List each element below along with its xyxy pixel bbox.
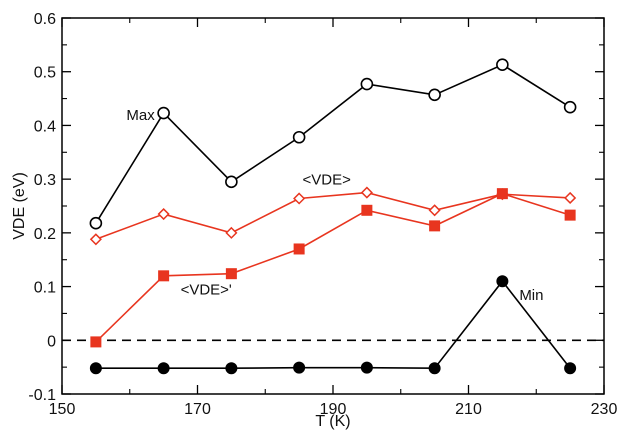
data-point-avg — [226, 228, 236, 238]
data-point-max — [226, 176, 237, 187]
series-line-max — [96, 65, 570, 223]
y-tick-label: 0 — [47, 333, 56, 350]
series-line-min — [96, 281, 570, 368]
data-point-min — [429, 363, 440, 374]
y-axis-label: VDE (eV) — [11, 172, 28, 240]
x-tick-label: 230 — [591, 401, 618, 418]
data-point-avg — [430, 205, 440, 215]
data-point-avg — [565, 193, 575, 203]
y-tick-label: 0.6 — [34, 11, 56, 28]
y-tick-label: 0.2 — [34, 226, 56, 243]
y-tick-label: 0.4 — [34, 118, 56, 135]
data-point-avgp — [294, 244, 304, 254]
x-axis-label: T (K) — [315, 413, 350, 430]
data-point-min — [226, 363, 237, 374]
data-point-avgp — [565, 210, 575, 220]
data-point-max — [565, 102, 576, 113]
series-label-avgp: <VDE>' — [181, 282, 232, 299]
data-point-avg — [294, 193, 304, 203]
data-point-avgp — [497, 189, 507, 199]
data-point-avgp — [226, 269, 236, 279]
plot-frame — [62, 18, 604, 394]
data-point-min — [361, 362, 372, 373]
series-label-avg: <VDE> — [303, 172, 352, 189]
data-point-max — [429, 89, 440, 100]
data-point-max — [90, 218, 101, 229]
data-point-min — [158, 363, 169, 374]
x-tick-label: 210 — [455, 401, 482, 418]
y-tick-label: 0.5 — [34, 65, 56, 82]
data-point-min — [90, 363, 101, 374]
series-label-max: Max — [126, 107, 155, 124]
data-point-min — [497, 276, 508, 287]
y-tick-label: -0.1 — [28, 387, 56, 404]
data-point-max — [294, 132, 305, 143]
data-point-max — [497, 59, 508, 70]
data-point-avgp — [362, 205, 372, 215]
data-point-min — [565, 363, 576, 374]
data-point-avgp — [91, 337, 101, 347]
data-point-avgp — [430, 221, 440, 231]
data-point-avgp — [159, 271, 169, 281]
x-tick-label: 170 — [184, 401, 211, 418]
data-point-max — [158, 108, 169, 119]
y-tick-label: 0.1 — [34, 280, 56, 297]
data-point-max — [361, 79, 372, 90]
data-point-avg — [362, 188, 372, 198]
data-point-min — [294, 362, 305, 373]
y-tick-label: 0.3 — [34, 172, 56, 189]
series-label-min: Min — [519, 287, 543, 304]
data-point-avg — [159, 209, 169, 219]
data-point-avg — [91, 234, 101, 244]
